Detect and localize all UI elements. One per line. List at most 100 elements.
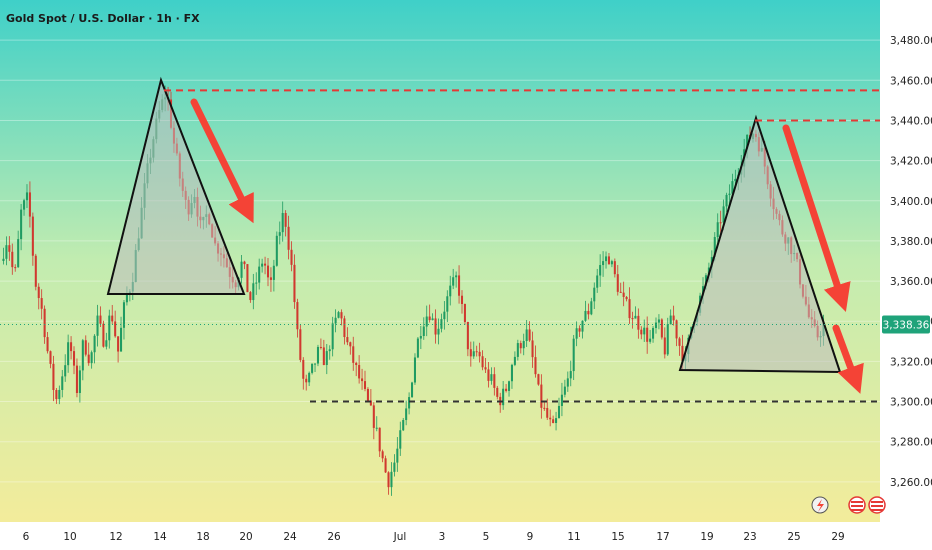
candle-body: [646, 327, 649, 342]
candle-body: [266, 265, 270, 278]
candle-body: [249, 292, 252, 301]
x-tick-label: 12: [109, 531, 122, 543]
candle-body: [70, 342, 73, 352]
candle-body: [337, 312, 340, 318]
candle-body: [122, 302, 126, 328]
candle-body: [572, 338, 575, 372]
y-tick-label: 3,480.00: [890, 35, 932, 47]
candle-body: [378, 427, 381, 452]
candle-body: [114, 321, 117, 337]
y-tick-label: 3,460.00: [890, 75, 932, 87]
candle-body: [493, 374, 496, 388]
candle-body: [287, 226, 290, 250]
candle-body: [731, 181, 734, 194]
x-tick-label: 23: [743, 531, 756, 543]
candle-body: [604, 256, 608, 262]
price-axis-panel[interactable]: [880, 0, 932, 550]
time-axis-panel[interactable]: [0, 522, 932, 550]
candle-body: [46, 337, 49, 352]
candle-body: [463, 304, 466, 322]
candle-body: [8, 245, 11, 252]
candle-body: [675, 320, 678, 339]
candle-body: [522, 341, 525, 349]
candle-body: [240, 261, 243, 278]
candle-body: [725, 194, 728, 207]
candle-body: [366, 388, 369, 401]
candle-body: [75, 365, 78, 393]
candle-body: [120, 327, 123, 352]
candle-body: [502, 388, 505, 406]
x-tick-label: 25: [787, 531, 800, 543]
candle-body: [657, 319, 660, 323]
candle-body: [99, 315, 102, 324]
us-flag-icon[interactable]: [848, 496, 866, 514]
candle-body: [625, 296, 628, 300]
candle-body: [363, 381, 367, 389]
candle-body: [669, 315, 672, 325]
candle-body: [613, 261, 616, 275]
candle-body: [322, 347, 325, 366]
candle-body: [399, 430, 402, 449]
candle-body: [299, 329, 302, 360]
x-tick-label: 11: [567, 531, 580, 543]
candle-body: [716, 222, 719, 238]
candle-body: [449, 285, 452, 297]
candle-body: [569, 371, 572, 379]
candle-body: [528, 329, 531, 341]
x-tick-label: 20: [239, 531, 252, 543]
x-tick-label: 29: [831, 531, 844, 543]
candle-body: [334, 317, 337, 324]
x-tick-label: 10: [63, 531, 76, 543]
candle-body: [52, 363, 55, 390]
candle-body: [372, 405, 375, 428]
price-axis[interactable]: 3,260.003,280.003,300.003,320.003,340.00…: [890, 35, 932, 489]
candle-body: [243, 261, 246, 265]
candle-body: [319, 346, 322, 348]
candle-body: [40, 298, 43, 309]
candle-body: [23, 200, 26, 210]
candle-body: [20, 209, 23, 240]
flash-icon[interactable]: [811, 496, 829, 514]
candle-body: [90, 352, 93, 364]
candle-body: [390, 471, 393, 488]
candle-body: [458, 275, 461, 296]
candle-body: [616, 274, 619, 292]
candle-body: [34, 255, 37, 287]
bearish-arrow-1: [190, 98, 254, 224]
candle-body: [416, 338, 419, 358]
candle-body: [455, 275, 458, 278]
candle-body: [58, 389, 61, 400]
candle-body: [649, 338, 652, 342]
candle-body: [358, 365, 361, 379]
candle-body: [713, 237, 716, 257]
candle-body: [84, 340, 87, 355]
candle-body: [534, 357, 537, 375]
candle-body: [557, 405, 561, 419]
candle-body: [384, 458, 387, 473]
candle-body: [349, 342, 352, 347]
candle-body: [302, 359, 305, 379]
x-tick-label: 18: [196, 531, 209, 543]
candle-body: [519, 343, 522, 349]
time-axis[interactable]: 6 10 12 14 18 20 24 26 Jul 3 5 9 11 15 17 19 23 25 29: [23, 531, 845, 543]
candle-body: [31, 216, 34, 256]
candle-body: [590, 301, 593, 315]
candle-body: [475, 351, 478, 353]
candle-body: [25, 192, 29, 201]
candle-body: [560, 394, 563, 406]
y-tick-label: 3,420.00: [890, 156, 932, 168]
candle-body: [581, 320, 584, 332]
candle-body: [543, 407, 546, 409]
candle-body: [93, 335, 96, 353]
candle-body: [117, 336, 120, 352]
candle-body: [37, 286, 40, 299]
us-flag-icon[interactable]: [868, 496, 886, 514]
candle-body: [487, 369, 490, 381]
candle-body: [631, 318, 634, 320]
y-tick-label: 3,280.00: [890, 437, 932, 449]
candle-body: [481, 356, 484, 368]
levels: [164, 89, 880, 403]
bearish-arrow-2: [782, 124, 851, 312]
